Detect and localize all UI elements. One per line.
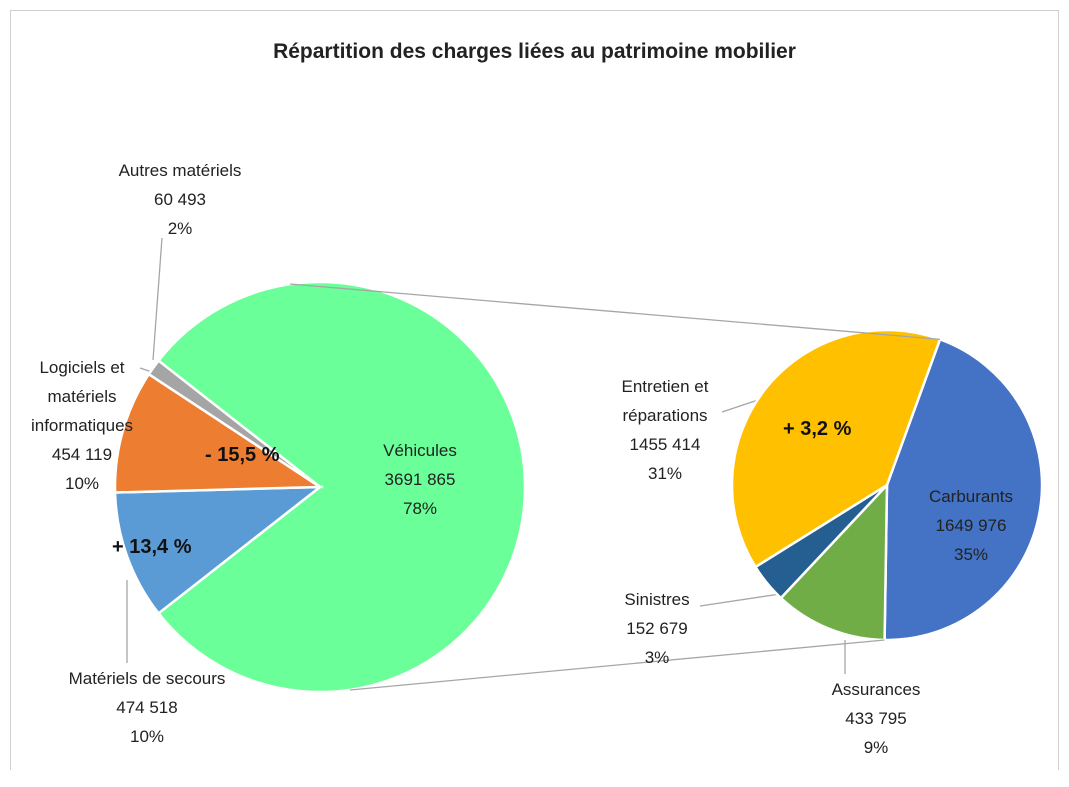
data-label: Véhicules 3691 865 78% <box>340 436 500 523</box>
data-label: Entretien et réparations 1455 414 31% <box>595 372 735 488</box>
category-label: Assurances <box>831 680 921 699</box>
data-label: Assurances 433 795 9% <box>806 675 946 762</box>
category-label: Entretien et réparations <box>621 377 709 425</box>
value-label: 60 493 <box>154 190 206 209</box>
value-label: 433 795 <box>845 709 907 728</box>
leader-line <box>699 593 781 607</box>
annotation: + 3,2 % <box>783 418 852 440</box>
value-label: 1455 414 <box>629 435 701 454</box>
pie-slice <box>883 337 1044 642</box>
percent-label: 35% <box>953 545 989 564</box>
pie-slice <box>147 358 321 489</box>
data-label: Autres matériels 60 493 2% <box>90 156 270 243</box>
percent-label: 31% <box>647 464 683 483</box>
value-label: 1649 976 <box>935 516 1007 535</box>
data-label: Logiciels et matériels informatiques 454 … <box>7 353 157 498</box>
percent-label: 9% <box>863 738 889 757</box>
percent-label: 10% <box>64 474 100 493</box>
chart-title: Répartition des charges liées au patrimo… <box>273 40 796 63</box>
category-label: Carburants <box>928 487 1014 506</box>
leader-lines <box>126 237 846 674</box>
data-label: Carburants 1649 976 35% <box>901 482 1041 569</box>
chart-border <box>10 10 1059 770</box>
value-label: 454 119 <box>51 445 113 464</box>
value-label: 474 518 <box>116 698 178 717</box>
percent-label: 2% <box>167 219 193 238</box>
value-label: 3691 865 <box>384 470 456 489</box>
data-label: Matériels de secours 474 518 10% <box>37 664 257 751</box>
category-label: Matériels de secours <box>68 669 226 688</box>
pie-slice <box>779 481 889 642</box>
value-label: 152 679 <box>626 619 688 638</box>
category-label: Logiciels et matériels informatiques <box>30 358 134 435</box>
pie-slice <box>113 372 325 494</box>
annotation: + 13,4 % <box>112 536 192 558</box>
annotation: - 15,5 % <box>205 444 280 466</box>
data-label: Sinistres 152 679 3% <box>597 585 717 672</box>
connector-line <box>289 283 941 340</box>
pie-slice <box>156 280 527 694</box>
category-label: Sinistres <box>624 590 690 609</box>
category-label: Autres matériels <box>118 161 242 180</box>
pie-slice <box>730 328 942 569</box>
percent-label: 10% <box>129 727 165 746</box>
connector-line <box>349 639 885 691</box>
percent-label: 3% <box>644 648 670 667</box>
leader-line <box>721 399 759 413</box>
percent-label: 78% <box>402 499 438 518</box>
pie-slice <box>113 485 324 616</box>
category-label: Véhicules <box>383 441 457 460</box>
leader-line <box>152 237 163 361</box>
